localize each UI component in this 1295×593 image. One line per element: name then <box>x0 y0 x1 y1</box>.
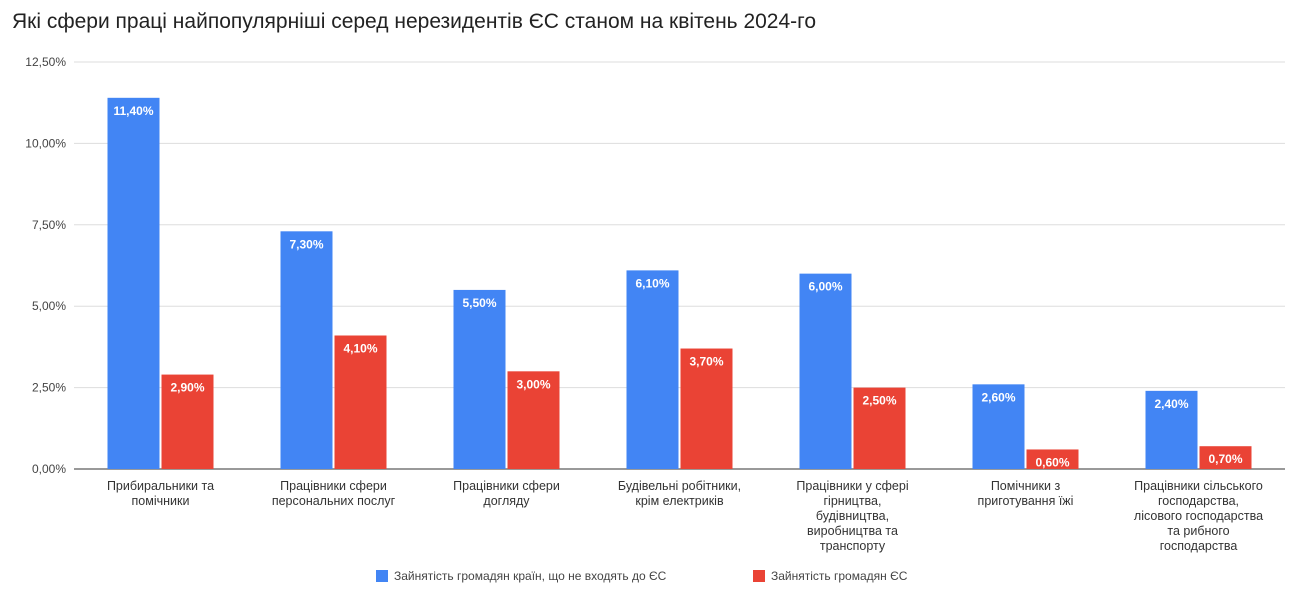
data-label: 6,00% <box>808 280 842 294</box>
bar-eu <box>161 374 214 469</box>
y-tick-label: 5,00% <box>32 299 66 313</box>
legend-label: Зайнятість громадян країн, що не входять… <box>394 569 667 583</box>
category-label: Працівники сільського господарства, лісово… <box>1134 479 1263 553</box>
y-tick-label: 12,50% <box>25 55 66 69</box>
gridlines <box>74 61 1285 470</box>
category-label: Працівники сфери персональних послуг <box>272 479 396 508</box>
x-axis: Прибиральники та помічники Працівники сфер… <box>107 479 1263 553</box>
data-label: 0,70% <box>1208 452 1242 466</box>
bar-eu <box>1199 446 1252 469</box>
bar-non-eu <box>453 289 506 469</box>
data-label: 4,10% <box>343 342 377 356</box>
bar-non-eu <box>107 97 160 469</box>
data-label: 6,10% <box>635 276 669 290</box>
bar-non-eu <box>626 270 679 469</box>
data-label: 7,30% <box>289 237 323 251</box>
category-label: Прибиральники та помічники <box>107 479 214 508</box>
legend: Зайнятість громадян країн, що не входять… <box>376 569 908 583</box>
bar-eu <box>507 371 560 469</box>
bar-eu <box>334 335 387 469</box>
chart-title: Які сфери праці найпопулярніші серед нер… <box>12 10 816 33</box>
bars: 11,40% 2,90% 7,30% 4,10% 5,50% 3,00% 6,10% 3,70… <box>107 97 1252 469</box>
y-tick-label: 2,50% <box>32 381 66 395</box>
legend-label: Зайнятість громадян ЄС <box>771 569 908 583</box>
data-label: 2,40% <box>1154 397 1188 411</box>
bar-non-eu <box>799 273 852 469</box>
y-tick-label: 0,00% <box>32 462 66 476</box>
legend-swatch <box>376 570 388 582</box>
category-label: Працівники сфери догляду <box>453 479 560 508</box>
data-label: 3,70% <box>689 355 723 369</box>
data-label: 11,40% <box>113 104 153 118</box>
y-axis: 0,00% 2,50% 5,00% 7,50% 10,00% 12,50% <box>25 55 66 476</box>
category-label: Будівельні робітники, крім електриків <box>618 479 741 508</box>
bar-eu <box>1026 449 1079 469</box>
y-tick-label: 10,00% <box>25 136 66 150</box>
bar-non-eu <box>1145 390 1198 469</box>
data-label: 5,50% <box>462 296 496 310</box>
data-label: 2,60% <box>981 390 1015 404</box>
data-label: 2,50% <box>862 394 896 408</box>
bar-non-eu <box>972 384 1025 469</box>
bar-eu <box>853 387 906 469</box>
category-label: Помічники з приготування їжі <box>978 479 1074 508</box>
data-label: 3,00% <box>516 377 550 391</box>
y-tick-label: 7,50% <box>32 218 66 232</box>
data-label: 0,60% <box>1035 455 1069 469</box>
bar-non-eu <box>280 231 333 469</box>
category-label: Працівники у сфері гірництва, будівництва,… <box>796 479 908 553</box>
bar-eu <box>680 348 733 469</box>
legend-swatch <box>753 570 765 582</box>
data-label: 2,90% <box>170 381 204 395</box>
